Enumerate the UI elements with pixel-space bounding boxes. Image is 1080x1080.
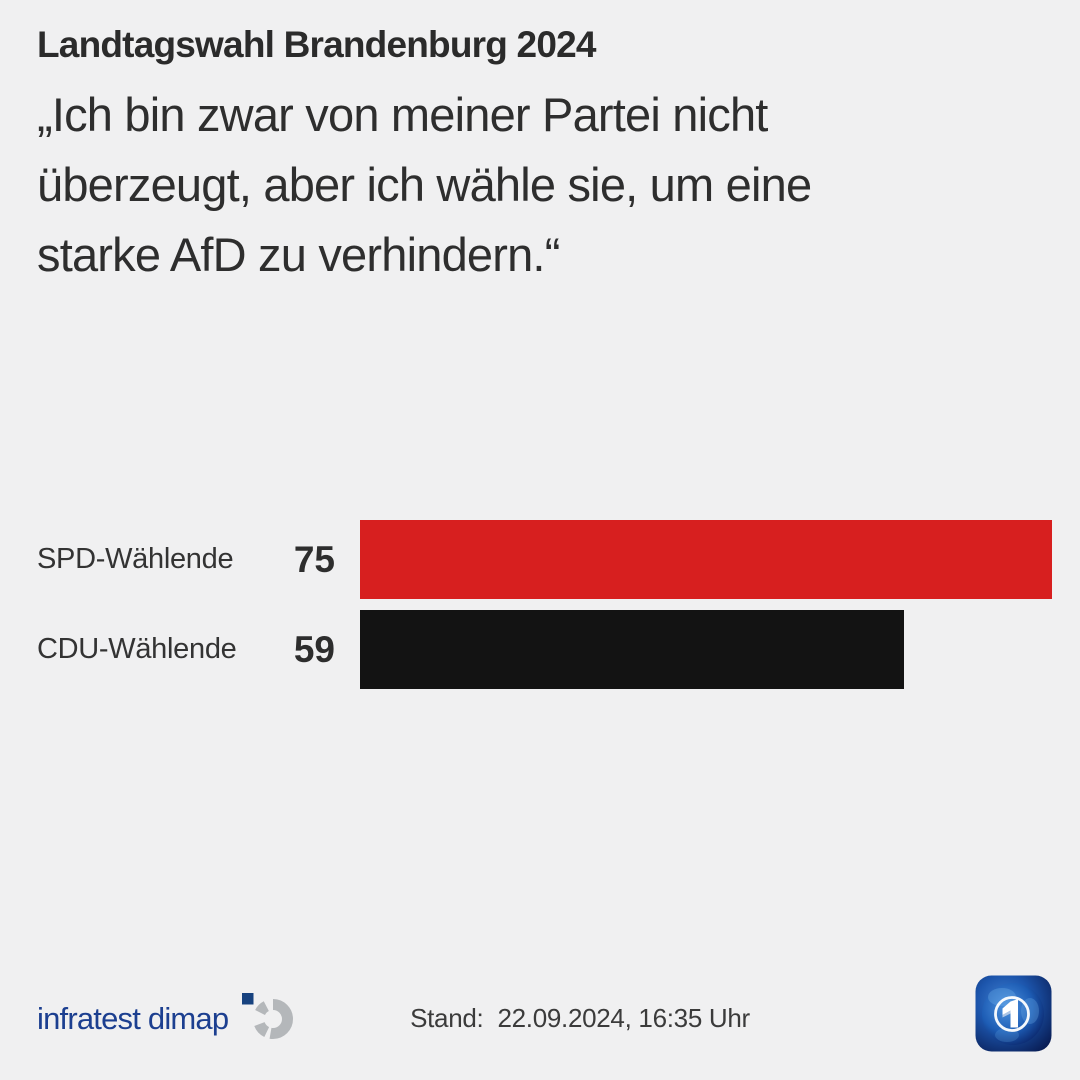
ard-tagesschau-logo-icon (975, 975, 1052, 1052)
bar-row-cdu: CDU-Wählende 59 (0, 610, 1080, 689)
bar-cdu (360, 610, 905, 689)
infratest-dimap-wordmark: infratest dimap (37, 1001, 229, 1036)
quote-text: „Ich bin zwar von meiner Partei nicht üb… (37, 80, 812, 290)
page-title: Landtagswahl Brandenburg 2024 (37, 24, 596, 65)
bar-value-spd: 75 (293, 538, 335, 580)
quote-line-2: überzeugt, aber ich wähle sie, um eine (37, 158, 812, 211)
bar-track-cdu (360, 610, 1052, 689)
stand-label: Stand: (410, 1003, 484, 1033)
quote-line-3: starke AfD zu verhindern.“ (37, 228, 560, 281)
bar-spd (360, 520, 1052, 599)
stand-value: 22.09.2024, 16:35 Uhr (497, 1003, 750, 1033)
bar-label-spd: SPD-Wählende (37, 543, 234, 575)
bar-value-cdu: 59 (293, 628, 335, 670)
infratest-dimap-logo-icon (242, 993, 294, 1039)
status-timestamp: Stand: 22.09.2024, 16:35 Uhr (80, 1003, 1080, 1034)
bar-track-spd (360, 520, 1052, 599)
bar-label-cdu: CDU-Wählende (37, 633, 237, 665)
source-attribution: infratest dimap (37, 992, 296, 1042)
quote-line-1: „Ich bin zwar von meiner Partei nicht (37, 88, 768, 141)
bar-row-spd: SPD-Wählende 75 (0, 520, 1080, 599)
